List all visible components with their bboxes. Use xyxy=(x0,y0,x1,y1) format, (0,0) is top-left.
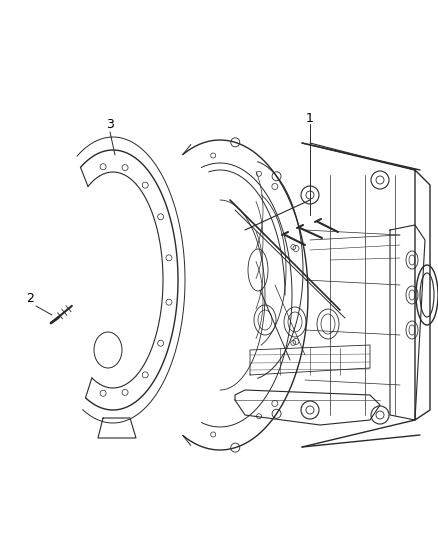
Text: 2: 2 xyxy=(26,292,34,304)
Text: 3: 3 xyxy=(106,118,114,132)
Text: 1: 1 xyxy=(306,111,314,125)
